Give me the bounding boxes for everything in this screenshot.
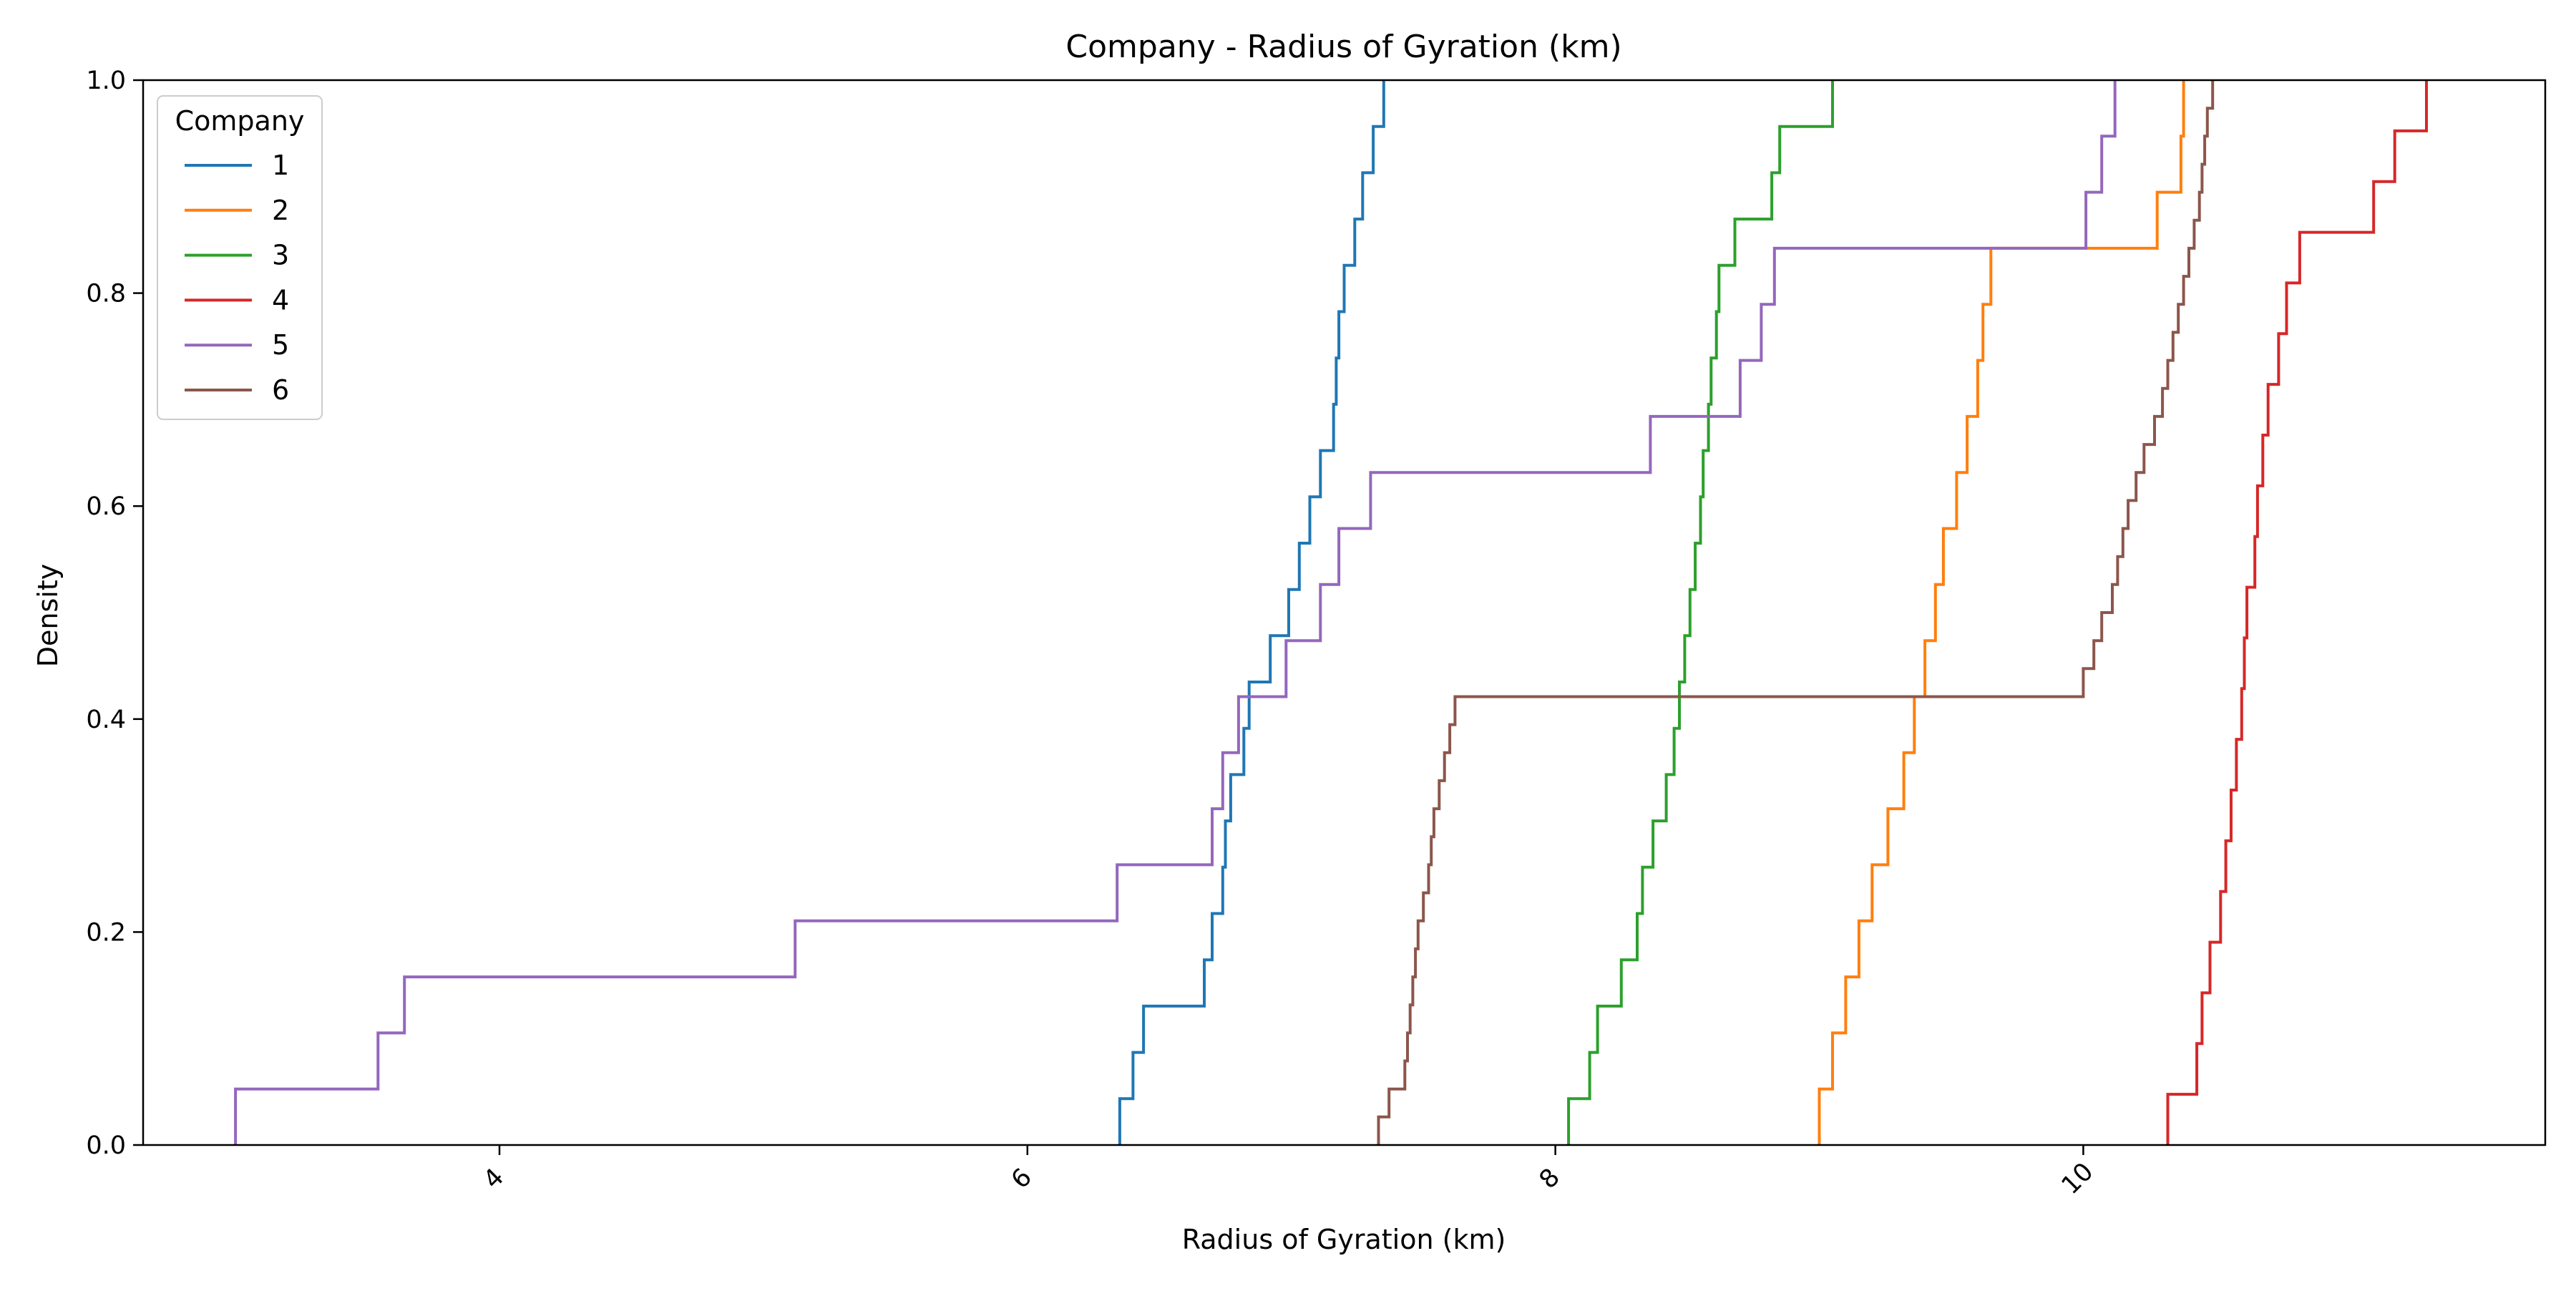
legend-label-company-4: 4	[272, 284, 289, 316]
series-line-company-5	[234, 80, 2117, 1145]
y-axis-ticks: 0.0 0.2 0.4 0.6 0.8 1.0	[86, 67, 143, 1160]
y-tick-label: 0.2	[86, 918, 126, 947]
y-tick-label: 0.8	[86, 280, 126, 308]
series-layer	[234, 80, 2428, 1145]
series-line-company-2	[1818, 80, 2185, 1145]
legend-box	[157, 95, 323, 420]
series-line-company-3	[1567, 80, 1834, 1145]
legend-title: Company	[175, 105, 305, 137]
series-line-company-6	[1377, 80, 2215, 1145]
legend-label-company-3: 3	[272, 240, 289, 271]
y-tick-label: 0.6	[86, 492, 126, 521]
legend-label-company-6: 6	[272, 374, 289, 406]
y-tick-label: 0.4	[86, 706, 126, 734]
series-line-company-4	[2166, 80, 2428, 1145]
chart-title: Company - Radius of Gyration (km)	[1065, 29, 1621, 65]
plot-area	[143, 80, 2545, 1145]
legend-label-company-1: 1	[272, 150, 289, 181]
legend-entries: 1 2 3 4 5 6	[185, 150, 289, 406]
series-line-company-1	[1118, 80, 1385, 1145]
legend: Company 1 2 3 4 5 6	[157, 95, 323, 420]
x-axis-label: Radius of Gyration (km)	[1182, 1224, 1506, 1255]
legend-label-company-2: 2	[272, 195, 289, 226]
y-tick-label: 0.0	[86, 1131, 126, 1160]
y-tick-label: 1.0	[86, 67, 126, 95]
plot-frame	[142, 79, 2547, 1146]
legend-label-company-5: 5	[272, 329, 289, 361]
y-axis-label: Density	[32, 564, 64, 667]
